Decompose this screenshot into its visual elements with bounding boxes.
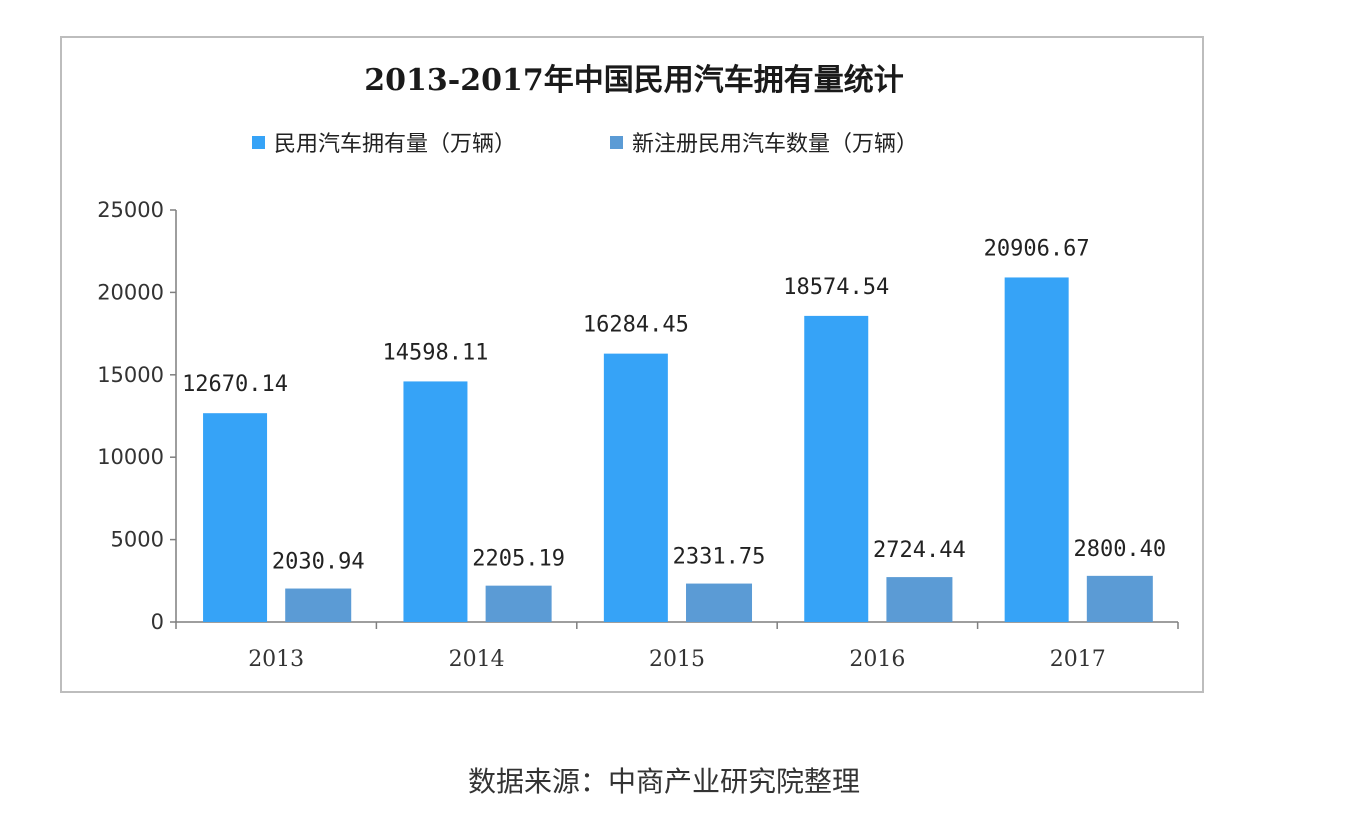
source-note: 数据来源：中商产业研究院整理 <box>467 765 860 798</box>
legend-label-series-1: 民用汽车拥有量（万辆） <box>274 132 516 157</box>
legend-swatch-series-2 <box>610 136 623 149</box>
data-label-series-1: 20906.67 <box>984 236 1090 261</box>
y-tick-label: 20000 <box>97 280 164 304</box>
data-label-series-2: 2030.94 <box>272 550 365 575</box>
data-label-series-1: 16284.45 <box>583 313 689 338</box>
data-label-series-2: 2205.19 <box>472 547 565 572</box>
x-tick-label: 2014 <box>449 647 505 672</box>
y-tick-label: 15000 <box>97 363 164 387</box>
plot-area: 0 5000 10000 15000 20000 25000 2013 12670.14 203… <box>97 198 1179 672</box>
bar-series-2 <box>485 585 552 622</box>
x-tick-label: 2013 <box>248 647 304 672</box>
chart-title: 2013-2017年中国民用汽车拥有量统计 <box>364 63 903 98</box>
x-tick-label: 2017 <box>1050 647 1106 672</box>
x-tick-label: 2015 <box>649 647 705 672</box>
bar-series-2 <box>1086 575 1153 622</box>
y-tick-label: 10000 <box>97 445 164 469</box>
y-tick-label: 0 <box>151 610 164 634</box>
data-label-series-2: 2724.44 <box>873 538 966 563</box>
bar-series-1 <box>1004 277 1069 622</box>
chart-frame: 2013-2017年中国民用汽车拥有量统计 民用汽车拥有量（万辆） 新注册民用汽… <box>60 36 1204 693</box>
data-label-series-2: 2331.75 <box>673 545 766 570</box>
bar-chart: 2013-2017年中国民用汽车拥有量统计 民用汽车拥有量（万辆） 新注册民用汽… <box>97 63 1179 672</box>
data-label-series-2: 2800.40 <box>1073 537 1166 562</box>
legend: 民用汽车拥有量（万辆） 新注册民用汽车数量（万辆） <box>252 132 918 157</box>
legend-label-series-2: 新注册民用汽车数量（万辆） <box>632 132 918 157</box>
bar-series-2 <box>886 577 953 622</box>
data-label-series-1: 12670.14 <box>182 372 288 397</box>
legend-swatch-series-1 <box>252 136 265 149</box>
y-tick-label: 25000 <box>97 198 164 222</box>
data-label-series-1: 18574.54 <box>783 275 889 300</box>
y-tick-label: 5000 <box>111 528 164 552</box>
x-tick-label: 2016 <box>849 647 905 672</box>
bar-series-2 <box>285 588 352 622</box>
bar-series-1 <box>804 315 869 622</box>
data-label-series-1: 14598.11 <box>382 340 488 365</box>
bar-series-1 <box>403 381 468 622</box>
bar-series-1 <box>203 413 268 622</box>
bar-series-2 <box>686 583 753 622</box>
bar-series-1 <box>603 353 668 622</box>
